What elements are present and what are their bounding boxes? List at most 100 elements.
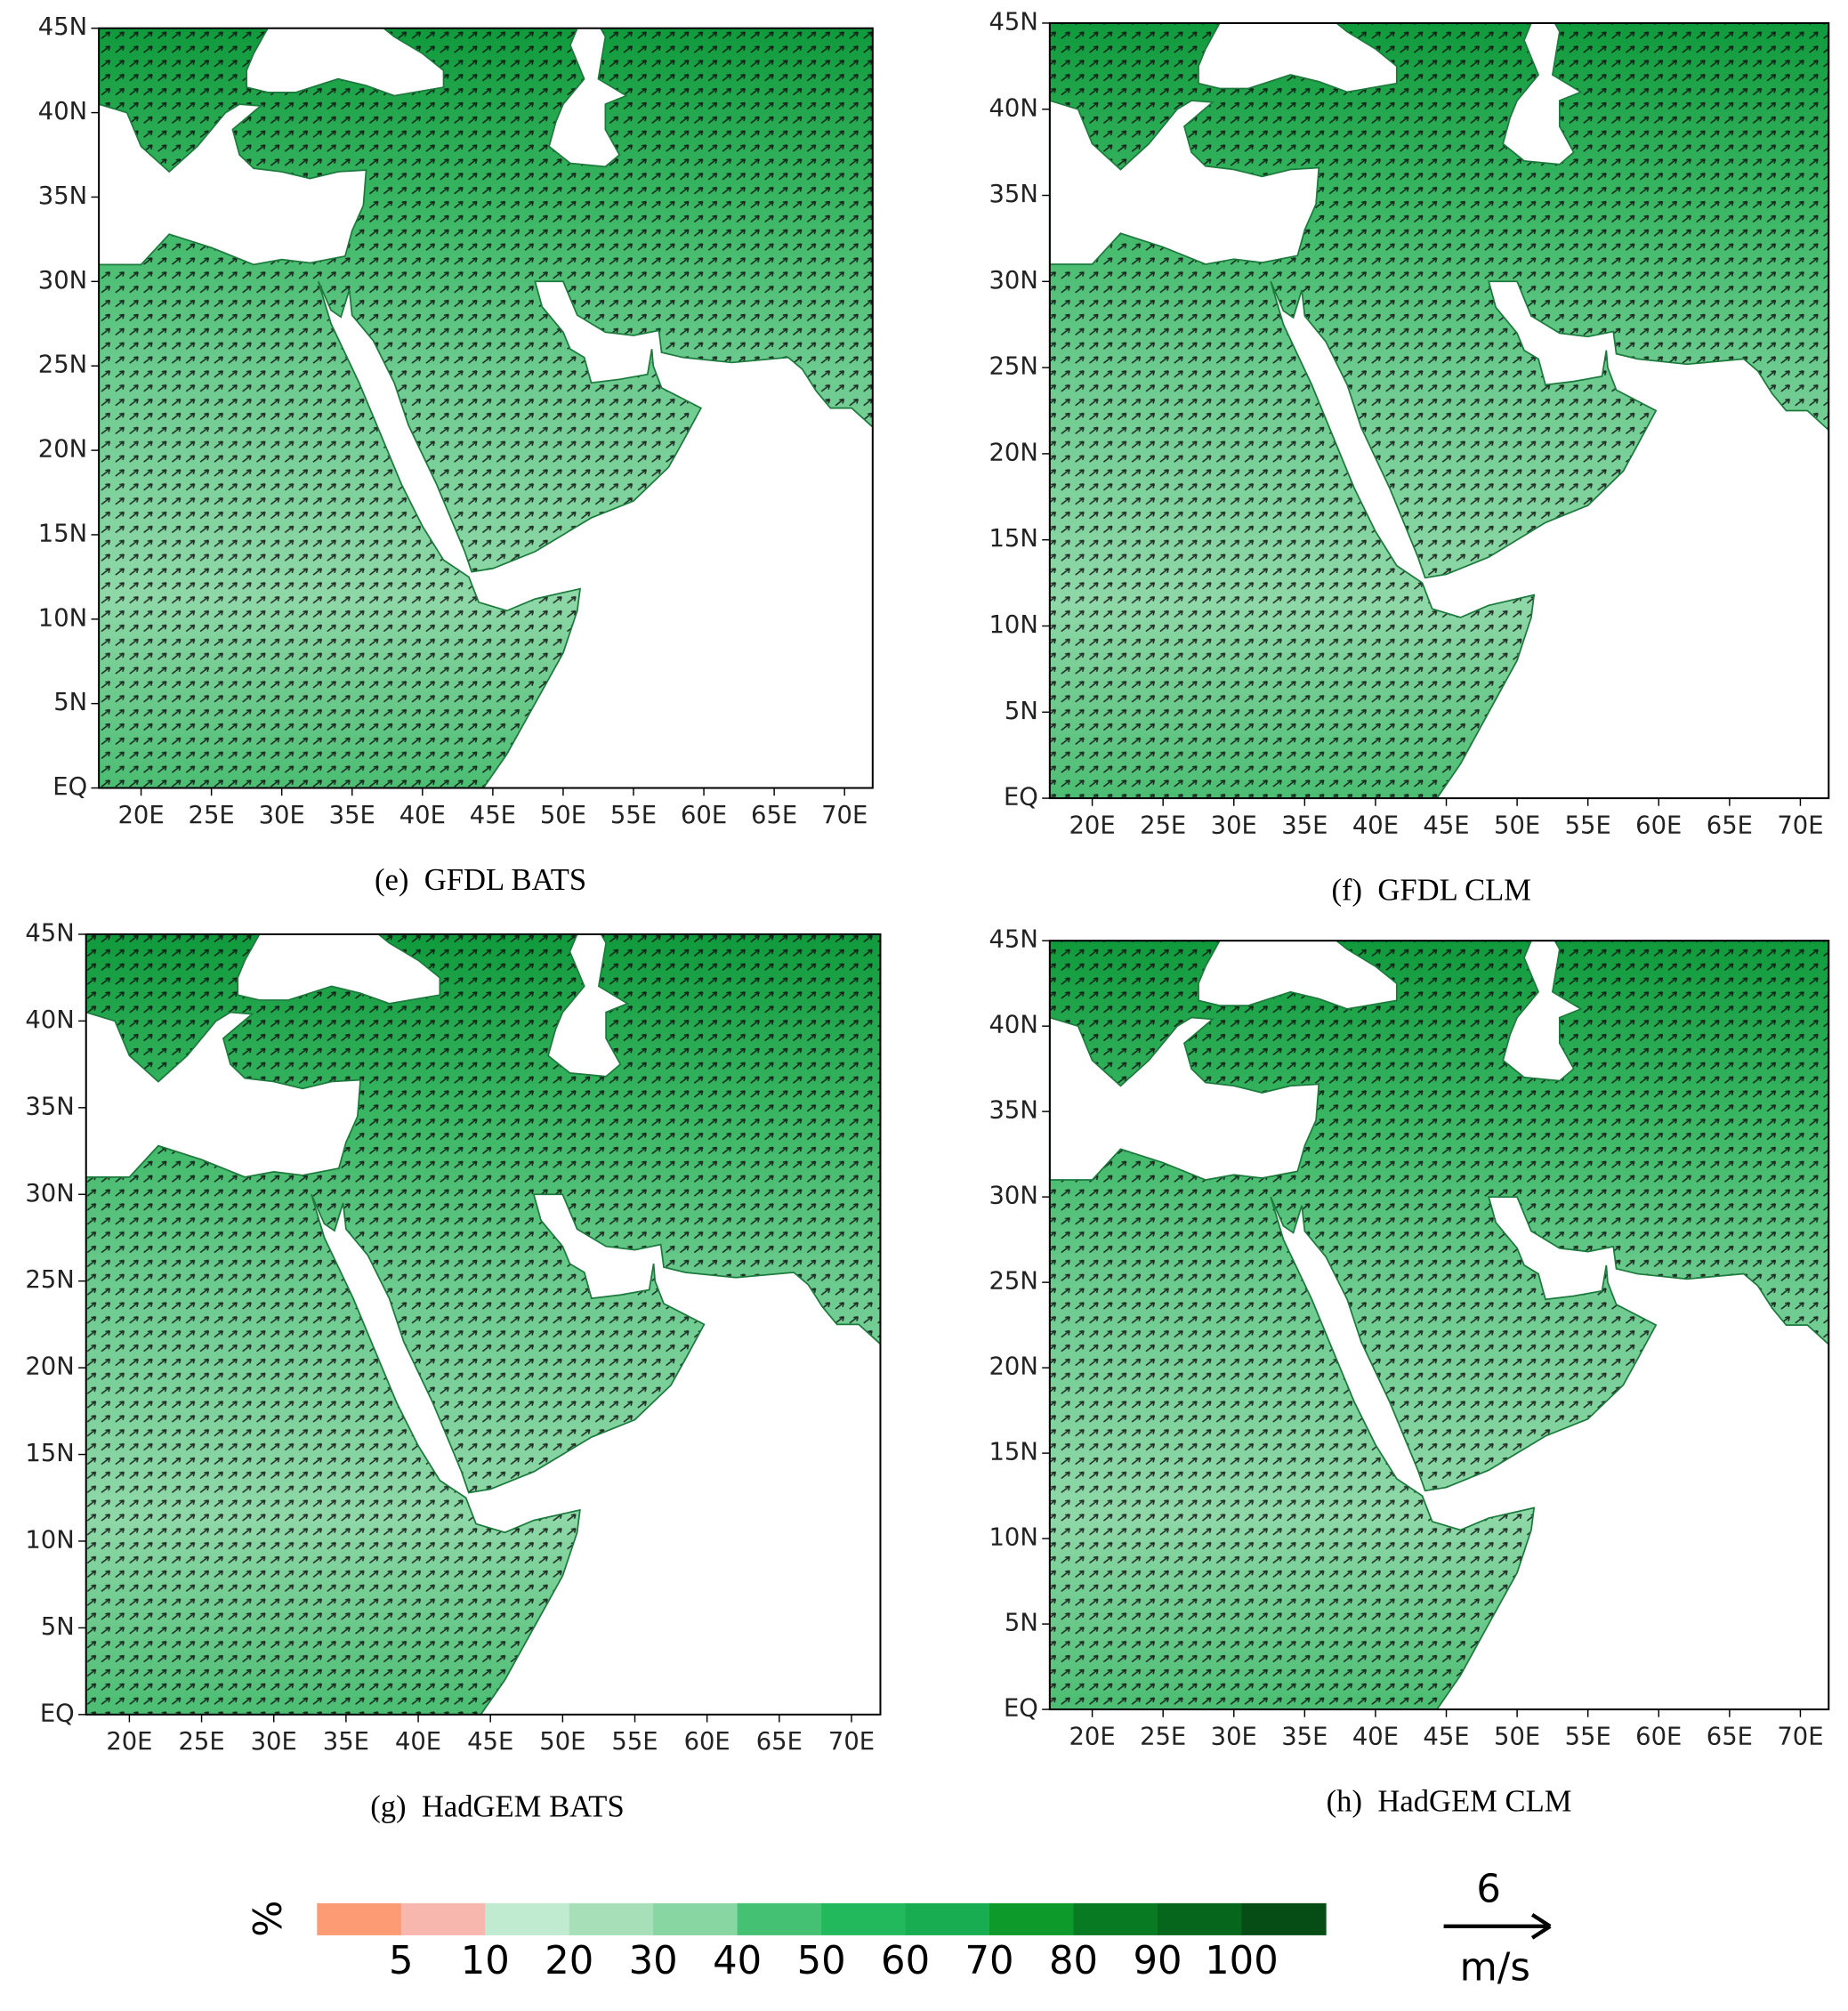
- lat-tick-label: 30N: [989, 1183, 1038, 1210]
- lon-tick-label: 50E: [540, 802, 586, 829]
- colorbar-box: [1241, 1902, 1327, 1935]
- colorbar-box: [905, 1902, 990, 1935]
- panel-label: (g): [370, 1790, 406, 1824]
- colorbar-label: 100: [1205, 1939, 1279, 1983]
- lon-tick-label: 35E: [1281, 1723, 1327, 1750]
- lon-tick-label: 25E: [178, 1728, 224, 1756]
- lon-tick-label: 70E: [821, 802, 868, 829]
- lon-tick-label: 25E: [1140, 812, 1186, 839]
- lat-tick-label: EQ: [40, 1700, 75, 1727]
- lon-tick-label: 70E: [1777, 812, 1823, 839]
- colorbar-box: [821, 1902, 907, 1935]
- lon-tick-label: 20E: [1069, 1723, 1116, 1750]
- lat-tick-label: 35N: [989, 181, 1038, 208]
- lon-tick-label: 50E: [1494, 812, 1540, 839]
- lon-tick-label: 55E: [611, 1728, 658, 1756]
- lon-tick-label: 40E: [395, 1728, 441, 1756]
- lat-tick-label: 25N: [989, 353, 1038, 381]
- water: [246, 28, 445, 97]
- lat-tick-label: 30N: [38, 267, 87, 295]
- map-area: [99, 28, 873, 788]
- lat-tick-label: 35N: [989, 1097, 1038, 1125]
- map-panel: EQ 5N 10N 15N 20N 25N 30N 35N 40N 45N 20E 25E 30E 35E…: [989, 926, 1830, 1819]
- lon-tick-label: 55E: [1565, 812, 1611, 839]
- panel-border: [85, 933, 882, 1716]
- lat-tick-label: 35N: [25, 1093, 74, 1120]
- lat-tick-label: 45N: [989, 8, 1038, 36]
- lon-tick-label: 20E: [106, 1728, 152, 1756]
- lon-tick-label: 30E: [1211, 812, 1257, 839]
- water: [1270, 1196, 1829, 1710]
- water: [547, 933, 630, 1078]
- lat-tick-label: 10N: [989, 1524, 1038, 1552]
- lat-tick-label: 20N: [989, 439, 1038, 466]
- water: [1198, 941, 1398, 1010]
- vector-unit: m/s: [1460, 1945, 1530, 1990]
- lon-tick-label: 45E: [1423, 812, 1469, 839]
- lat-tick-label: 15N: [989, 1439, 1038, 1466]
- lon-tick-label: 40E: [1352, 812, 1399, 839]
- water: [1049, 1016, 1320, 1181]
- lon-tick-label: 35E: [1281, 812, 1327, 839]
- lon-tick-label: 40E: [399, 802, 446, 829]
- lon-tick-label: 65E: [756, 1728, 803, 1756]
- panel-border: [1048, 940, 1830, 1711]
- lat-tick-label: 25N: [25, 1266, 74, 1294]
- lat-tick-label: EQ: [1004, 1695, 1038, 1723]
- colorbar-box: [737, 1902, 822, 1935]
- map-panel: EQ 5N 10N 15N 20N 25N 30N 35N 40N 45N 20E 25E 30E 35E…: [38, 13, 874, 897]
- colorbar-label: 60: [881, 1939, 930, 1983]
- colorbar-label: 80: [1049, 1939, 1098, 1983]
- lon-tick-label: 55E: [610, 802, 657, 829]
- colorbar-label: 30: [629, 1939, 678, 1983]
- lat-tick-label: 20N: [38, 436, 87, 464]
- water: [317, 280, 873, 788]
- lon-tick-label: 60E: [684, 1728, 730, 1756]
- panel-label: (f): [1331, 874, 1362, 908]
- lon-tick-label: 50E: [1494, 1723, 1540, 1750]
- lon-tick-label: 30E: [259, 802, 305, 829]
- lat-tick-label: 15N: [25, 1440, 74, 1467]
- map-panel: EQ 5N 10N 15N 20N 25N 30N 35N 40N 45N 20E 25E 30E 35E…: [989, 8, 1830, 908]
- panel-title: GFDL CLM: [1377, 874, 1531, 908]
- water: [1502, 22, 1583, 166]
- colorbar-box: [400, 1902, 486, 1935]
- lon-tick-label: 65E: [751, 802, 797, 829]
- panel-label: (h): [1327, 1785, 1362, 1819]
- lon-tick-label: 20E: [1069, 812, 1116, 839]
- water: [1270, 280, 1829, 799]
- colorbar-label: 20: [545, 1939, 593, 1983]
- lat-tick-label: 20N: [989, 1353, 1038, 1381]
- lon-tick-label: 40E: [1352, 1723, 1399, 1750]
- lon-tick-label: 70E: [1777, 1723, 1823, 1750]
- colorbar-label: 50: [797, 1939, 846, 1983]
- lon-tick-label: 60E: [1635, 812, 1682, 839]
- map-area: [1049, 941, 1829, 1710]
- water: [1049, 100, 1320, 265]
- vector-magnitude: 6: [1476, 1867, 1501, 1911]
- colorbar-box: [1157, 1902, 1243, 1935]
- panel-title: HadGEM BATS: [422, 1790, 625, 1824]
- colorbar-unit: %: [243, 1901, 287, 1937]
- lat-tick-label: 20N: [25, 1353, 74, 1381]
- lat-tick-label: 5N: [1005, 698, 1038, 725]
- colorbar-box: [485, 1902, 570, 1935]
- lat-tick-label: EQ: [52, 773, 87, 801]
- colorbar-label: 90: [1133, 1939, 1182, 1983]
- lat-tick-label: 25N: [38, 351, 87, 379]
- lat-tick-label: 40N: [989, 1012, 1038, 1039]
- vector-arrow: [1443, 1913, 1552, 1940]
- lat-tick-label: 5N: [41, 1613, 75, 1641]
- lat-tick-label: 45N: [25, 919, 74, 947]
- water: [548, 28, 628, 168]
- colorbar-label: 70: [965, 1939, 1014, 1983]
- water: [99, 103, 367, 266]
- lon-tick-label: 35E: [329, 802, 375, 829]
- lon-tick-label: 25E: [189, 802, 235, 829]
- lon-tick-label: 45E: [470, 802, 516, 829]
- map-area: [1049, 22, 1829, 799]
- lon-tick-label: 30E: [251, 1728, 297, 1756]
- lat-tick-label: 40N: [989, 94, 1038, 122]
- water: [237, 933, 441, 1005]
